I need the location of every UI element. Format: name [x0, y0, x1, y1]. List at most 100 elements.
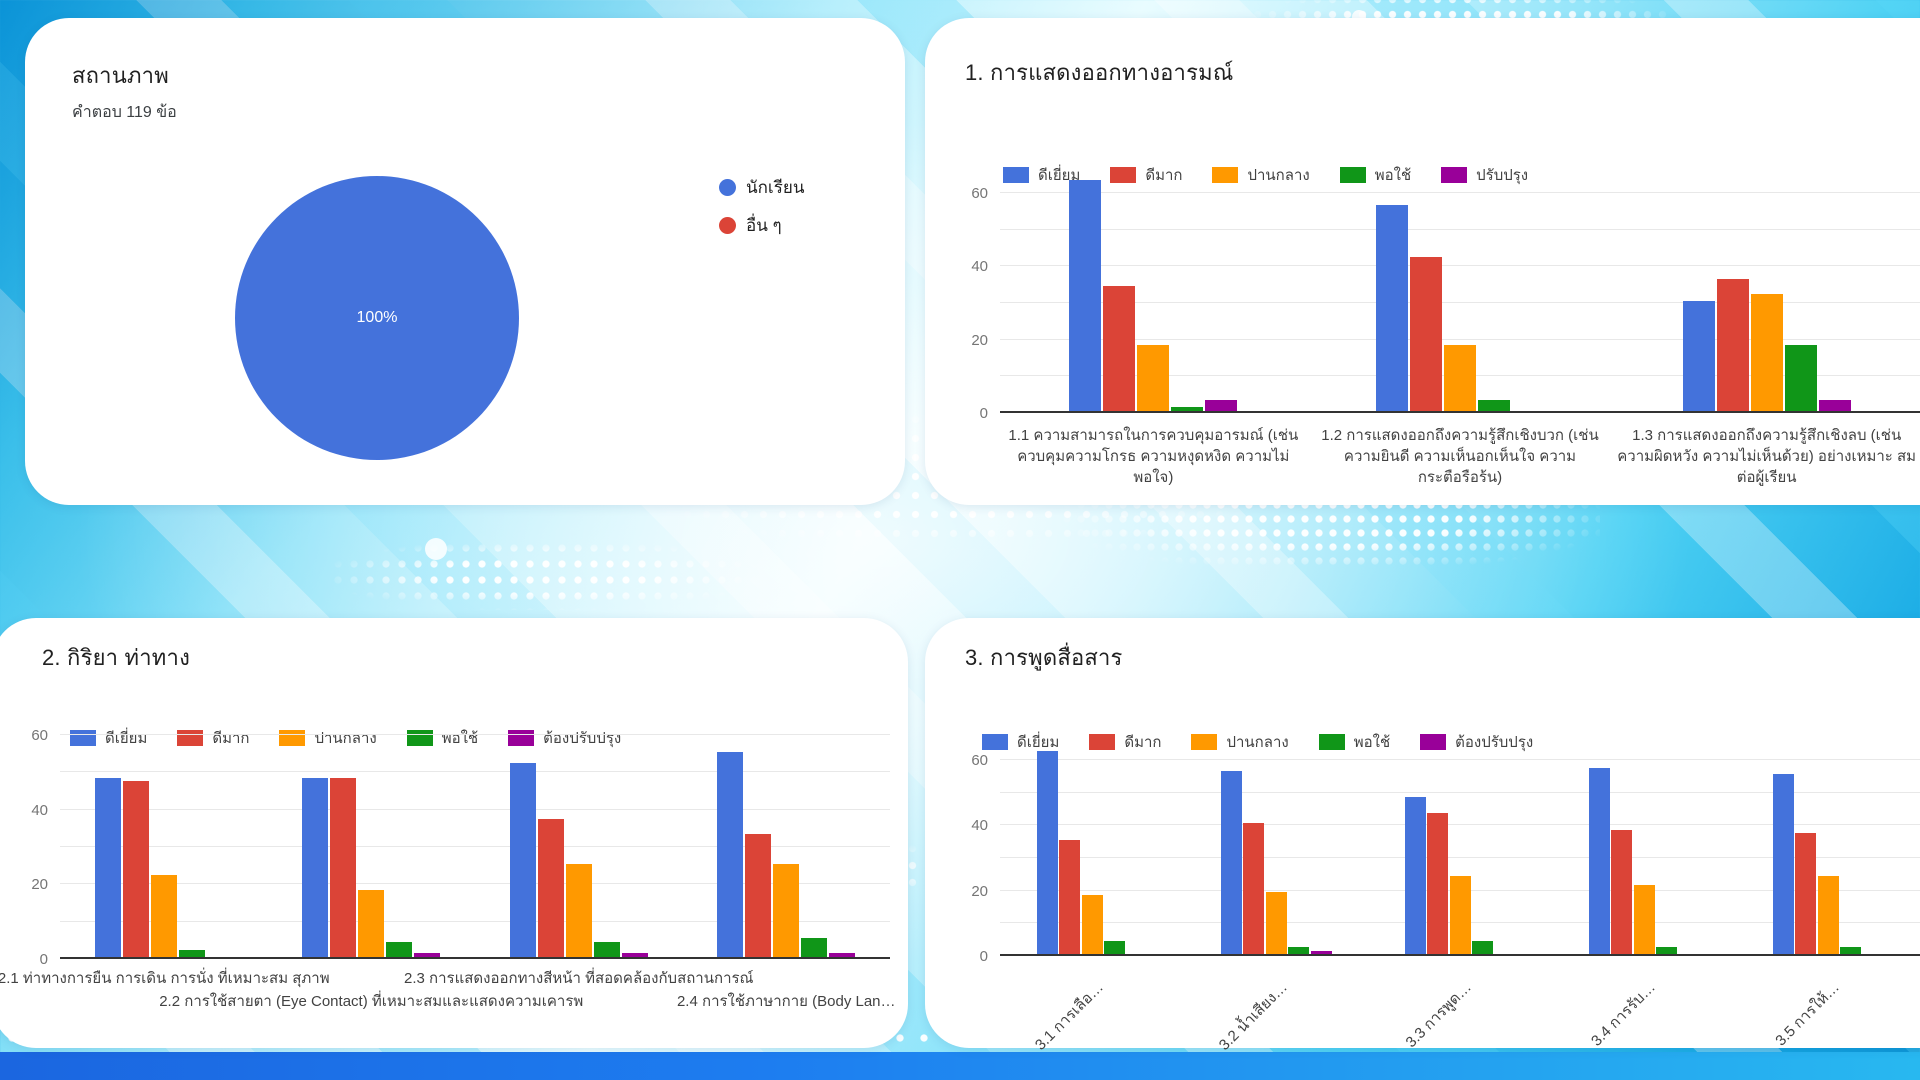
legend-label: ดีเยี่ยม: [1038, 167, 1081, 184]
legend-label: พอใช้: [1353, 734, 1391, 751]
manner-chart-title: 2. กิริยา ท่าทาง: [42, 645, 191, 670]
bar-2-4: [386, 942, 413, 957]
manner-chart-plot: 0 20 40 60 2.1 ท่าทางการยืน การเดิน การนั่ง …: [0, 618, 896, 1010]
category-label: 1.3 การแสดงออกถึงความรู้สึกเชิงลบ (เช่น …: [1617, 427, 1917, 486]
bar-1-5: [1205, 400, 1238, 411]
y-axis-tick-label: 40: [971, 258, 988, 276]
bar-1-3: [1081, 895, 1103, 954]
category-label: 2.1 ท่าทางการยืน การเดิน การนั่ง ที่เหมา…: [0, 970, 330, 987]
emotion-chart-title: 1. การแสดงออกทางอารมณ์: [965, 60, 1234, 85]
gridline: [1000, 338, 1920, 340]
category-label: 3.3 การพูด…: [1402, 978, 1475, 1052]
legend-label: ดีมาก: [1124, 734, 1162, 751]
bar-3-4: [1784, 344, 1817, 411]
bar-1-4: [178, 949, 205, 957]
bar-group: [1184, 751, 1368, 954]
bar-cluster: [509, 762, 648, 957]
bokeh-circle: [425, 538, 447, 560]
bar-groups: [1000, 179, 1920, 411]
category-label: 3.2 น้ำเสียง…: [1215, 978, 1291, 1054]
bar-group: [475, 752, 683, 957]
bar-3-1: [1404, 797, 1426, 954]
bar-cluster: [1069, 179, 1238, 411]
x-axis-labels: 1.1 ความสามารถในการควบคุมอารมณ์ (เช่น คว…: [1000, 425, 1920, 488]
gridline: [60, 920, 890, 922]
legend-label: ปานกลาง: [1226, 734, 1289, 751]
bar-2-1: [1376, 205, 1408, 411]
pie-slice-label: 100%: [356, 309, 398, 326]
bar-2-2: [1410, 256, 1442, 411]
bar-3-2: [1427, 813, 1448, 954]
gridline: [60, 845, 890, 847]
bar-group: [1000, 751, 1184, 954]
bar-2-1: [1220, 770, 1242, 954]
bar-3-1: [1682, 300, 1715, 411]
status-response-count: คำตอบ 119 ข้อ: [72, 104, 177, 121]
gridline: [60, 883, 890, 885]
bar-2-4: [1478, 400, 1510, 411]
bar-3-3: [1449, 875, 1471, 954]
bar-3-5: [621, 953, 648, 957]
speech-chart-title: 3. การพูดสื่อสาร: [965, 645, 1123, 670]
bar-1-1: [1069, 179, 1102, 411]
bar-1-4: [1104, 940, 1125, 954]
y-axis-tick-label: 20: [971, 331, 988, 349]
bar-4-2: [1611, 829, 1632, 954]
bar-3-4: [1472, 940, 1493, 954]
bar-5-4: [1840, 947, 1861, 954]
legend-color-swatch: [1318, 734, 1345, 750]
bar-group: [1736, 751, 1920, 954]
bottom-accent-bar: [0, 1052, 1920, 1080]
pie-legend-item: อื่น ๆ: [719, 212, 804, 239]
bar-3-5: [1818, 400, 1851, 411]
legend-color-swatch: [1003, 167, 1029, 183]
y-axis-tick-label: 60: [31, 726, 48, 744]
speech-chart-legend: ดีเยี่ยม ดีมาก ปานกลาง พอใช้ ต้องปรับปรุง: [982, 730, 1563, 754]
bar-3-2: [537, 818, 564, 957]
bar-cluster: [94, 777, 233, 957]
legend-color-swatch: [1212, 167, 1239, 183]
y-axis-tick-label: 0: [979, 948, 988, 965]
bar-4-5: [829, 953, 856, 957]
bar-cluster: [1036, 751, 1148, 954]
bar-4-1: [717, 751, 744, 957]
bar-1-2: [1059, 839, 1080, 954]
x-axis-baseline: [1000, 954, 1920, 956]
bar-cluster: [1376, 205, 1544, 411]
legend-label: ปรับปรุง: [1476, 167, 1529, 184]
x-axis-baseline: [60, 957, 890, 959]
bar-4-2: [745, 833, 772, 957]
bar-1-1: [94, 777, 121, 957]
legend-color-swatch: [1339, 167, 1366, 183]
legend-label: อื่น ๆ: [746, 216, 782, 235]
bar-2-4: [1288, 947, 1309, 954]
y-axis-tick-label: 20: [971, 882, 988, 900]
status-card-title: สถานภาพ: [72, 63, 169, 88]
y-axis-tick-label: 40: [31, 801, 48, 819]
gridline: [60, 733, 890, 735]
legend-item: ดีมาก: [1110, 163, 1182, 187]
bar-3-3: [1750, 293, 1783, 411]
bar-cluster: [302, 777, 441, 957]
x-axis-label-slot: 1.3 การแสดงออกถึงความรู้สึกเชิงลบ (เช่น …: [1613, 425, 1920, 488]
bar-2-3: [1265, 891, 1287, 954]
manner-chart-card: 2. กิริยา ท่าทาง ดีเยี่ยม ดีมาก ปานกลาง พอใ…: [0, 618, 908, 1048]
bar-2-1: [302, 777, 329, 957]
bar-group: [1613, 180, 1920, 411]
legend-item: ดีมาก: [1089, 730, 1161, 754]
legend-item: ปานกลาง: [1212, 163, 1310, 187]
legend-label: ดีเยี่ยม: [1017, 734, 1060, 751]
gridline: [60, 771, 890, 773]
y-axis-tick-label: 60: [971, 751, 988, 769]
legend-item: ดีเยี่ยม: [1003, 163, 1080, 187]
bar-3-3: [565, 863, 592, 957]
status-card: สถานภาพ คำตอบ 119 ข้อ 100% นักเรียนอื่น …: [25, 18, 905, 505]
bar-2-2: [330, 777, 357, 957]
bar-1-2: [122, 781, 149, 957]
legend-label: นักเรียน: [746, 178, 805, 197]
pie-legend: นักเรียนอื่น ๆ: [719, 174, 804, 239]
pie-legend-item: นักเรียน: [719, 174, 804, 201]
legend-color-swatch: [1441, 167, 1468, 183]
gridline: [1000, 301, 1920, 303]
bar-group: [683, 751, 891, 957]
